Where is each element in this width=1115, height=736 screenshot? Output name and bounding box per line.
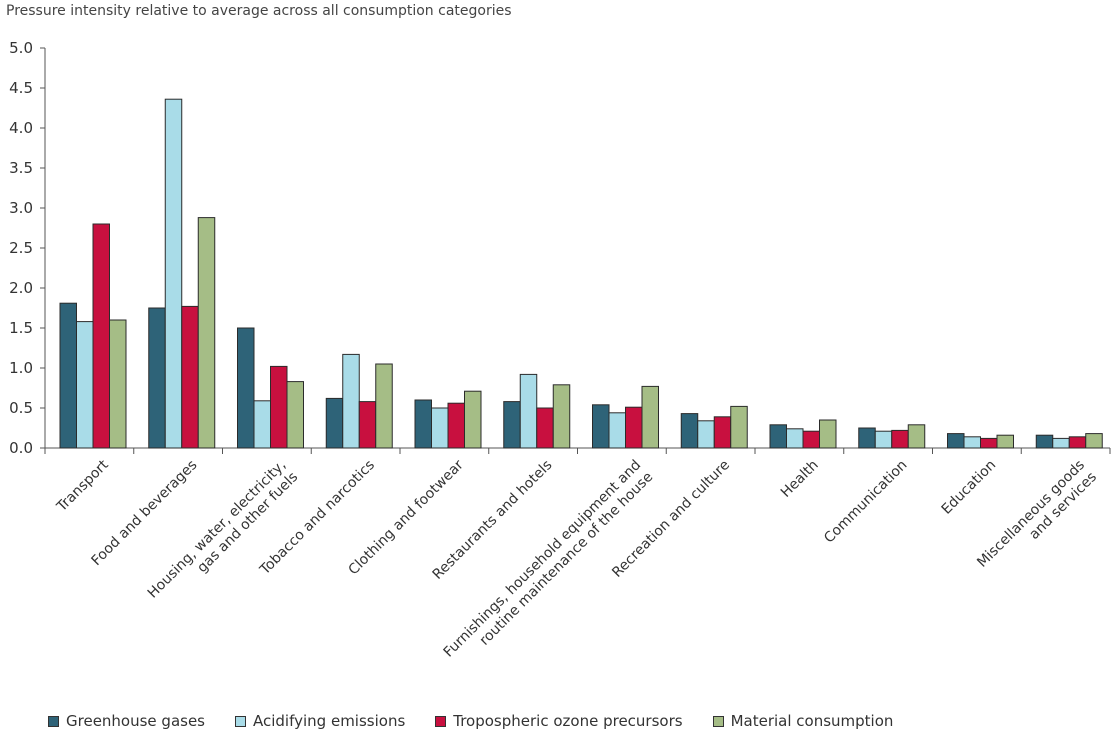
bar-3-10 (891, 429, 909, 449)
bar-1-9 (769, 424, 787, 449)
category-label-line: Furnishings, household equipment and (441, 457, 645, 661)
bar-3-7 (625, 406, 643, 449)
bar-2-9 (786, 428, 804, 449)
bar-4-3 (286, 381, 304, 449)
bar-4-2 (197, 217, 216, 449)
bar-4-5 (464, 390, 482, 449)
category-label: Education (939, 457, 1000, 518)
y-tick-label: 0.0 (9, 439, 33, 457)
legend-label: Acidifying emissions (253, 712, 406, 730)
bar-2-10 (874, 430, 893, 449)
y-tick-label: 2.5 (9, 239, 33, 257)
x-axis (44, 447, 1111, 454)
bar-2-4 (342, 353, 360, 449)
bar-4-12 (1085, 433, 1103, 449)
category-label: Health (778, 457, 822, 501)
bar-2-7 (608, 412, 626, 449)
legend-label: Material consumption (730, 712, 894, 730)
category-label: Transport (53, 457, 112, 516)
chart-title: Pressure intensity relative to average a… (6, 3, 512, 19)
bar-1-7 (592, 404, 610, 449)
bar-1-10 (858, 427, 876, 449)
bar-3-6 (536, 407, 554, 449)
bar-4-9 (819, 419, 837, 449)
y-tick-label: 1.5 (9, 319, 33, 337)
bar-2-2 (164, 98, 183, 449)
bars (59, 98, 1103, 449)
y-tick-label: 3.5 (9, 159, 33, 177)
legend-item: Tropospheric ozone precursors (435, 712, 683, 730)
legend-swatch (712, 715, 724, 727)
bar-4-11 (996, 434, 1014, 449)
y-tick-label: 1.0 (9, 359, 33, 377)
y-tick-label: 4.5 (9, 79, 33, 97)
y-tick-label: 2.0 (9, 279, 33, 297)
bar-3-1 (92, 223, 110, 449)
legend: Greenhouse gases Acidifying emissions Trop… (48, 712, 923, 730)
bar-3-4 (358, 401, 377, 449)
y-tick-label: 5.0 (9, 39, 33, 57)
bar-1-3 (237, 327, 255, 449)
bar-1-12 (1035, 434, 1054, 449)
bar-2-11 (963, 436, 981, 449)
bar-1-2 (148, 307, 166, 449)
bar-2-8 (697, 420, 715, 449)
y-tick-label: 0.5 (9, 399, 33, 417)
y-tick-label: 4.0 (9, 119, 33, 137)
bar-2-12 (1052, 437, 1070, 449)
bar-3-9 (802, 430, 820, 449)
bar-3-11 (980, 437, 998, 449)
bar-4-6 (552, 384, 571, 449)
bar-3-12 (1068, 436, 1087, 449)
bar-chart: 0.0 0.5 1.0 1.5 2.0 2.5 3.0 3.5 4.0 4.5 5.0 Transp… (9, 39, 1111, 661)
bar-1-8 (680, 413, 699, 449)
legend-item: Acidifying emissions (235, 712, 405, 730)
category-label: Communication (821, 457, 910, 546)
category-label-line: Education (939, 457, 1000, 518)
bar-1-1 (59, 302, 77, 449)
legend-swatch (235, 715, 246, 727)
legend-label: Tropospheric ozone precursors (453, 712, 683, 730)
legend-swatch (435, 715, 447, 727)
bar-4-10 (907, 424, 926, 449)
bar-3-8 (713, 416, 732, 449)
legend-swatch (48, 715, 59, 727)
bar-3-5 (447, 402, 465, 449)
bar-1-6 (503, 401, 521, 449)
category-label-line: Communication (821, 457, 910, 546)
bar-3-3 (270, 365, 288, 449)
bar-2-5 (431, 407, 449, 449)
y-axis: 0.0 0.5 1.0 1.5 2.0 2.5 3.0 3.5 4.0 4.5 5.0 (9, 39, 46, 457)
y-tick-label: 3.0 (9, 199, 33, 217)
bar-1-5 (414, 399, 432, 449)
bar-1-4 (325, 397, 344, 449)
bar-4-8 (730, 405, 748, 449)
bar-2-6 (519, 373, 538, 449)
bar-1-11 (947, 433, 965, 449)
bar-2-3 (253, 400, 271, 449)
bar-3-2 (181, 305, 199, 449)
bar-4-7 (641, 385, 659, 449)
bar-2-1 (76, 321, 94, 449)
legend-item: Material consumption (712, 712, 894, 730)
bar-4-4 (375, 363, 393, 449)
category-label-line: Transport (53, 457, 112, 516)
legend-label: Greenhouse gases (66, 712, 205, 730)
bar-4-1 (109, 319, 127, 449)
legend-item: Greenhouse gases (48, 712, 205, 730)
category-label-line: Health (778, 457, 822, 501)
